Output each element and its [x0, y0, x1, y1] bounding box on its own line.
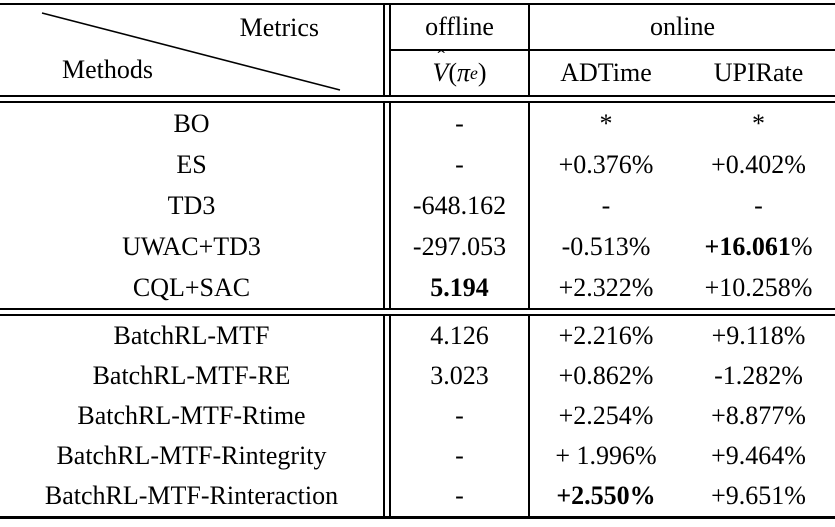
- adtime-value-cell: +0.376%: [558, 149, 654, 179]
- method-cell: CQL+SAC: [132, 272, 251, 302]
- upirate-value-cell: +9.118%: [711, 321, 806, 350]
- double-vertical-rule: [383, 436, 391, 476]
- adtime-value-cell: + 1.996%: [555, 441, 657, 470]
- table-row: BatchRL-MTF-Rtime - +2.254% +8.877%: [0, 396, 835, 436]
- upirate-value-cell: +9.464%: [711, 441, 806, 470]
- method-cell: BO: [173, 108, 210, 138]
- method-cell: BatchRL-MTF-Rtime: [77, 401, 306, 430]
- adtime-value-cell: +2.254%: [558, 401, 654, 430]
- offline-value-cell: 5.194: [391, 267, 530, 308]
- adtime-column-header: ADTime: [560, 58, 652, 87]
- offline-value-cell: 3.023: [391, 356, 530, 396]
- batchrl-section: BatchRL-MTF 4.126 +2.216% +9.118% BatchR…: [0, 316, 835, 516]
- adtime-value-cell: -: [601, 190, 611, 220]
- upirate-column-header: UPIRate: [713, 58, 804, 87]
- metrics-header-label: Metrics: [239, 13, 319, 42]
- value-estimate-column-header: ˆ V(π e): [391, 45, 530, 95]
- method-cell: ES: [176, 149, 207, 179]
- upirate-value-cell: +16.061%: [704, 231, 813, 261]
- pi-symbol: π: [457, 58, 471, 87]
- method-cell: BatchRL-MTF: [113, 321, 270, 350]
- double-vertical-rule: [383, 356, 391, 396]
- upirate-value-cell: -1.282%: [714, 361, 803, 390]
- double-vertical-rule: [383, 185, 391, 226]
- method-cell: BatchRL-MTF-RE: [92, 361, 291, 390]
- table-header: Metrics Methods offline online ˆ V(π e) AD…: [0, 5, 835, 95]
- offline-value-cell: -297.053: [391, 226, 530, 267]
- adtime-value-cell: +2.216%: [558, 321, 654, 350]
- adtime-value-cell: *: [599, 108, 613, 138]
- table-top-rule: [0, 3, 835, 5]
- table-row: CQL+SAC 5.194 +2.322% +10.258%: [0, 267, 835, 308]
- double-vertical-rule: [383, 5, 391, 95]
- upirate-value-cell: -: [754, 190, 763, 220]
- header-double-rule: [0, 95, 835, 103]
- method-cell: BatchRL-MTF-Rinteraction: [44, 481, 339, 510]
- method-cell: UWAC+TD3: [122, 231, 261, 261]
- upirate-value-cell: *: [752, 108, 765, 138]
- table-row: ES - +0.376% +0.402%: [0, 144, 835, 185]
- subscript-e: e: [470, 62, 478, 83]
- double-vertical-rule: [383, 316, 391, 356]
- diagonal-line: [41, 12, 341, 91]
- adtime-value-cell: +2.322%: [558, 272, 654, 302]
- table-row: BatchRL-MTF-Rinteraction - +2.550% +9.65…: [0, 476, 835, 516]
- table-row: UWAC+TD3 -297.053 -0.513% +16.061%: [0, 226, 835, 267]
- diagonal-header-cell: Metrics Methods: [0, 5, 383, 95]
- double-vertical-rule: [383, 267, 391, 308]
- adtime-value-cell: -0.513%: [561, 231, 651, 261]
- double-vertical-rule: [383, 396, 391, 436]
- table-bottom-rule: [0, 516, 835, 519]
- offline-value-cell: -: [391, 436, 530, 476]
- offline-value-cell: -648.162: [391, 185, 530, 226]
- upirate-value-cell: +9.651%: [711, 481, 806, 510]
- offline-value-cell: 4.126: [391, 316, 530, 356]
- double-vertical-rule: [383, 103, 391, 144]
- adtime-value-cell: +2.550%: [556, 481, 656, 510]
- table-row: BatchRL-MTF 4.126 +2.216% +9.118%: [0, 316, 835, 356]
- table-row: BatchRL-MTF-Rintegrity - + 1.996% +9.464…: [0, 436, 835, 476]
- table-row: BatchRL-MTF-RE 3.023 +0.862% -1.282%: [0, 356, 835, 396]
- double-vertical-rule: [383, 144, 391, 185]
- table-row: BO - * *: [0, 103, 835, 144]
- upirate-value-cell: +0.402%: [711, 149, 806, 179]
- offline-value-cell: -: [391, 476, 530, 516]
- offline-group-header: offline: [391, 5, 530, 51]
- section-double-rule: [0, 308, 835, 316]
- table-row: TD3 -648.162 - -: [0, 185, 835, 226]
- adtime-value-cell: +0.862%: [558, 361, 654, 390]
- offline-value-cell: -: [391, 144, 530, 185]
- online-group-header: online: [530, 5, 835, 51]
- method-cell: TD3: [167, 190, 216, 220]
- results-table: Metrics Methods offline online ˆ V(π e) AD…: [0, 3, 835, 519]
- double-vertical-rule: [383, 226, 391, 267]
- baselines-section: BO - * * ES - +0.376% +0.402% TD3 -648.1…: [0, 103, 835, 308]
- methods-header-label: Methods: [62, 55, 153, 84]
- upirate-value-cell: +8.877%: [711, 401, 806, 430]
- upirate-value-cell: +10.258%: [704, 272, 813, 302]
- method-cell: BatchRL-MTF-Rintegrity: [56, 441, 327, 470]
- offline-value-cell: -: [391, 396, 530, 436]
- offline-value-cell: -: [391, 103, 530, 144]
- double-vertical-rule: [383, 476, 391, 516]
